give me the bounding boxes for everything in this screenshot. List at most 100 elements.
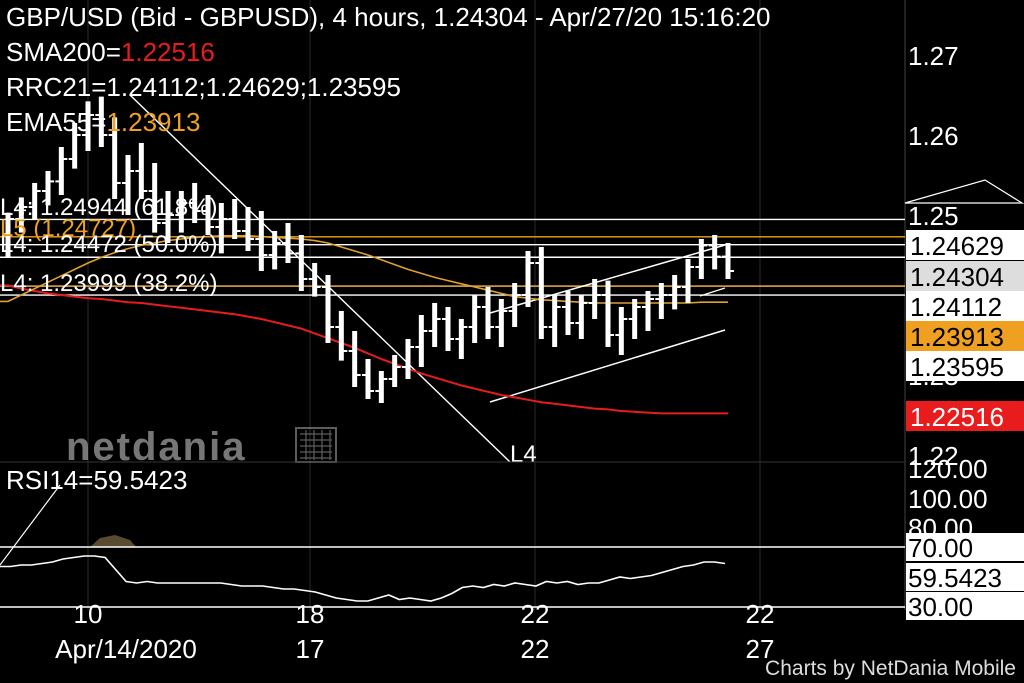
rsi-tick-label: 100.00 [908,484,988,514]
ohlc-bar [655,283,668,319]
rsi-badge-label: 30.00 [908,592,973,622]
fib-label: L4: 1.24944 (61.8%) [0,194,218,221]
ohlc-bar [228,199,241,239]
ohlc-bar [722,243,734,279]
x-tick-bottom: 22 [521,634,550,664]
ohlc-bar [322,275,334,343]
ema-readout: EMA55=1.23913 [6,107,200,137]
ohlc-bar [642,291,654,331]
price-badge-label: 1.23595 [910,352,1004,382]
rsi-readout: RSI14=59.5423 [6,465,188,495]
ohlc-bar [215,203,228,254]
ohlc-bar [442,307,454,351]
price-badge: 1.22516 [906,401,1024,432]
price-badge: 1.24112 [906,291,1024,322]
chart-title: GBP/USD (Bid - GBPUSD), 4 hours, 1.24304… [6,2,771,32]
ohlc-bar [188,183,201,223]
x-tick-top: 22 [521,599,550,629]
ohlc-bar [455,319,468,359]
x-tick-bottom: 17 [296,634,325,664]
ohlc-bar [28,183,41,219]
price-badge: 1.24304 [906,261,1024,292]
fib-label: L4: 1.24472 (50.0%) [0,231,218,258]
ohlc-bar [122,155,134,215]
ohlc-bar [575,295,588,339]
ema-label: EMA55= [6,107,107,137]
chart-grid [87,0,761,610]
ohlc-bar [68,123,81,169]
ohlc-bar [268,231,281,270]
sma-value: 1.22516 [120,37,215,67]
ema-value: 1.23913 [106,107,201,137]
ohlc-bar [588,279,601,319]
price-badge-bg [906,321,1024,351]
rsi-line [0,555,726,602]
price-badge: 1.23913 [906,321,1024,352]
fib-label: L4: 1.23999 (38.2%) [0,270,218,297]
price-badge-label: 1.24112 [910,292,1002,322]
rsi-badge-bg [906,563,1024,591]
price-bars [2,96,734,403]
price-badge: 1.23595 [906,351,1024,382]
trendline[interactable] [129,94,511,463]
current-marker-icon [904,179,1024,204]
ohlc-bar [682,259,694,303]
ohlc-bar [628,299,641,339]
ohlc-bar [15,197,28,233]
ohlc-bar [508,283,521,327]
rsi-badge: 59.5423 [906,563,1024,593]
sma-readout: SMA200=1.22516 [6,37,215,67]
price-badge-bg [906,261,1024,291]
x-tick-top: 18 [296,599,325,629]
fib-label: L5 (1.24727) [0,215,136,242]
ohlc-bar [82,101,94,151]
price-tick-label: 1.22 [908,441,959,471]
rsi-badge: 70.00 [906,533,1024,563]
ohlc-bar [362,359,374,399]
ohlc-bar [255,211,268,271]
price-badge-bg [906,230,1024,260]
price-badge-label: 1.24629 [910,231,1004,261]
rsi-badge: 30.00 [906,592,1024,622]
price-badge-label: 1.24304 [910,262,1004,292]
ohlc-bar [548,295,561,347]
ohlc-bar [562,291,574,335]
ohlc-bar [375,371,388,403]
rsi-badge-bg [906,592,1024,620]
rrc-readout: RRC21=1.24112;1.24629;1.23595 [6,72,401,102]
rsi-badge-label: 70.00 [908,533,973,563]
price-badge-label: 1.22516 [910,402,1004,432]
ohlc-bar [495,299,508,347]
x-tick-top: 10 [74,599,103,629]
ohlc-bar [708,235,721,270]
ohlc-bar [308,263,321,297]
ohlc-bar [202,195,214,235]
ohlc-bar [668,275,681,310]
ohlc-bar [388,355,401,387]
ohlc-bar [282,223,294,263]
ohlc-bar [428,303,441,347]
rsi-tick-label: 120.00 [908,454,988,484]
rsi-overbought-fill [90,535,136,547]
price-badge-bg [906,351,1024,381]
rsi-badge-bg [906,533,1024,561]
price-badge: 1.24629 [906,230,1024,261]
ohlc-bar [402,339,414,379]
ohlc-bar [135,143,148,199]
ohlc-bar [335,311,348,361]
ohlc-bar [95,96,108,147]
price-badge-bg [906,291,1024,321]
price-badge-bg [906,401,1024,431]
rsi-diagonal [0,484,61,566]
ohlc-bar [148,163,161,233]
fib-levels [0,218,905,296]
fib-labels: L4: 1.24944 (61.8%)L5 (1.24727)L4: 1.244… [0,194,218,297]
time-axis: 10 Apr/14/2020 18 17 22 22 22 27 [55,599,774,664]
ohlc-bar [535,247,548,339]
ohlc-bar [55,147,68,195]
ohlc-bar [695,239,708,279]
ohlc-bar [42,171,54,206]
